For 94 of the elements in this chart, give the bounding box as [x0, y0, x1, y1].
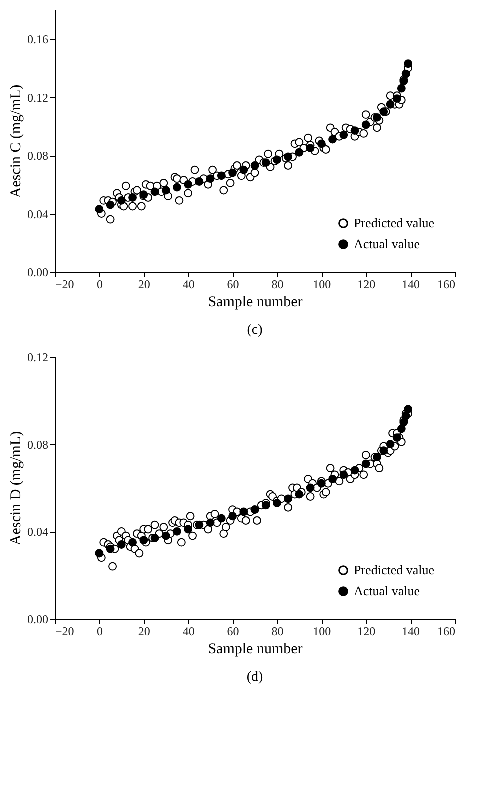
point: [117, 196, 126, 205]
point: [373, 453, 382, 462]
point: [397, 84, 406, 93]
x-tick-label: 80: [272, 278, 284, 292]
x-tick-label: 100: [313, 278, 332, 292]
point: [306, 484, 315, 492]
x-tick-label: 20: [138, 278, 150, 292]
x-tick-label: 120: [358, 278, 376, 292]
x-tick-label: 80: [272, 624, 284, 638]
point: [128, 194, 137, 202]
y-axis-title: Aescin C (mg/mL): [8, 84, 24, 198]
point: [128, 538, 137, 547]
point: [386, 100, 395, 109]
point: [162, 532, 170, 540]
y-tick-label: 0.08: [28, 149, 48, 164]
x-tick-label: 160: [438, 624, 456, 638]
point: [184, 180, 193, 189]
legend-label: Actual value: [354, 584, 420, 598]
point: [217, 172, 226, 180]
point: [206, 518, 215, 528]
point: [228, 512, 237, 521]
point: [173, 527, 182, 536]
legend-label: Predicted value: [354, 216, 435, 230]
point: [217, 514, 226, 523]
point: [404, 405, 413, 414]
x-tick-label: 60: [227, 278, 240, 292]
point: [228, 168, 237, 178]
x-tick-label: 140: [402, 624, 420, 638]
x-tick-label: −20: [56, 624, 74, 638]
x-axis-title: Sample number: [208, 294, 303, 310]
x-axis-title: Sample number: [208, 642, 303, 658]
point: [273, 156, 282, 164]
text: (d): [246, 670, 264, 685]
point: [328, 475, 337, 484]
point: [262, 501, 270, 510]
legend-label: Predicted value: [354, 562, 435, 578]
point: [173, 183, 182, 192]
point: [240, 508, 248, 516]
point: [340, 130, 348, 140]
point: [404, 60, 413, 68]
point: [340, 470, 348, 480]
y-tick-label: 0.00: [28, 612, 48, 626]
x-tick-label: 40: [182, 278, 195, 292]
point: [393, 434, 402, 442]
x-tick-label: 100: [313, 624, 332, 638]
x-tick-label: 0: [96, 624, 103, 638]
legend-label: Actual value: [354, 236, 420, 252]
point: [373, 114, 382, 122]
y-tick-label: 0.00: [28, 266, 48, 280]
point: [284, 152, 293, 162]
y-tick-label: 0.12: [28, 350, 48, 364]
y-tick-label: 0.16: [28, 32, 48, 47]
point: [393, 94, 402, 103]
x-tick-label: 120: [358, 624, 376, 638]
point: [306, 144, 315, 152]
point: [106, 200, 115, 210]
x-tick-label: 160: [438, 278, 456, 292]
point: [195, 178, 204, 186]
y-tick-label: 0.12: [28, 90, 48, 105]
point: [184, 525, 193, 534]
x-tick-label: −20: [56, 278, 74, 292]
point: [162, 186, 170, 195]
x-tick-label: 140: [402, 278, 420, 292]
point: [350, 466, 360, 475]
y-tick-label: 0.08: [28, 438, 48, 452]
x-tick-label: 20: [138, 624, 150, 638]
point: [386, 440, 395, 449]
point: [362, 460, 370, 468]
point: [206, 174, 215, 184]
point: [195, 520, 204, 530]
point: [402, 412, 410, 420]
point: [284, 494, 293, 504]
point: [380, 446, 388, 456]
point: [295, 148, 304, 157]
point: [317, 140, 326, 148]
x-tick-label: 60: [227, 624, 240, 638]
point: [117, 540, 126, 549]
point: [273, 499, 282, 508]
y-axis-title: Aescin D (mg/mL): [8, 431, 24, 546]
y-tick-label: 0.04: [28, 207, 48, 222]
point: [397, 424, 406, 434]
point: [350, 126, 360, 136]
point: [250, 162, 260, 170]
text: (c): [247, 323, 264, 338]
point: [328, 135, 337, 144]
x-tick-label: 40: [182, 624, 195, 638]
point: [240, 166, 248, 174]
point: [150, 534, 160, 542]
point: [150, 188, 160, 196]
y-tick-label: 0.04: [28, 525, 48, 540]
point: [362, 120, 370, 130]
x-tick-label: 0: [96, 278, 103, 292]
point: [95, 205, 104, 214]
point: [95, 549, 104, 558]
